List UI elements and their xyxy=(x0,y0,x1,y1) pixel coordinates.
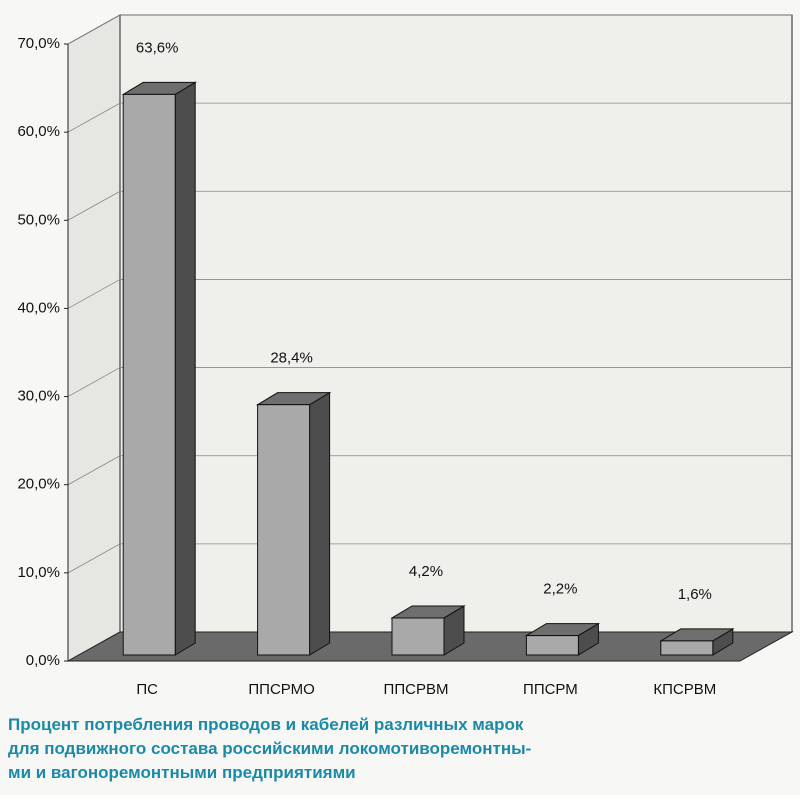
grid-line xyxy=(67,455,121,486)
value-label: 28,4% xyxy=(270,350,313,367)
grid-line xyxy=(67,543,121,574)
chart-title: Процент потребления проводов и кабелей р… xyxy=(8,715,524,734)
bar xyxy=(660,640,714,656)
y-tick-label: 0,0% xyxy=(26,652,60,669)
y-tick-label: 40,0% xyxy=(17,299,60,316)
x-tick-label: ППСРМО xyxy=(248,681,314,698)
x-tick-label: КПСРВМ xyxy=(653,681,716,698)
y-tick-label: 20,0% xyxy=(17,476,60,493)
grid-line xyxy=(67,102,121,133)
grid-line xyxy=(67,190,121,221)
grid-line xyxy=(67,367,121,397)
y-tick-label: 60,0% xyxy=(17,123,60,140)
bar xyxy=(122,93,176,656)
grid-line xyxy=(67,14,121,45)
x-tick-label: ППСРМ xyxy=(523,681,578,698)
value-label: 2,2% xyxy=(543,581,577,598)
value-label: 1,6% xyxy=(678,586,712,603)
bar xyxy=(525,635,579,656)
y-tick-label: 10,0% xyxy=(17,564,60,581)
y-tick-label: 50,0% xyxy=(17,211,60,228)
y-tick-label: 30,0% xyxy=(17,388,60,405)
grid-line xyxy=(67,279,121,309)
bar-side xyxy=(174,81,196,656)
bar-side xyxy=(309,391,331,656)
back-wall xyxy=(119,14,793,633)
bar xyxy=(257,404,311,656)
chart-title: для подвижного состава российскими локом… xyxy=(8,739,531,758)
side-wall xyxy=(67,14,121,662)
x-tick-label: ПС xyxy=(136,681,158,698)
y-tick-label: 70,0% xyxy=(17,35,60,52)
chart-title: ми и вагоноремонтными предприятиями xyxy=(8,763,356,782)
value-label: 63,6% xyxy=(136,39,179,56)
x-tick-label: ППСРВМ xyxy=(384,681,449,698)
bar xyxy=(391,617,445,656)
value-label: 4,2% xyxy=(409,563,443,580)
